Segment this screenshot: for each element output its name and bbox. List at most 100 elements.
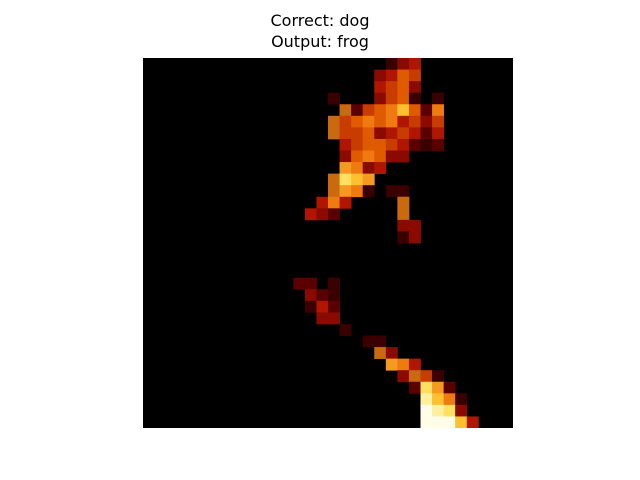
heatmap-cell [385,185,398,198]
heatmap-cell [362,185,375,198]
heatmap-cell [397,219,410,232]
heatmap-cell [351,127,364,140]
heatmap-cell [304,289,317,302]
heatmap-cell [385,58,398,70]
heatmap-cell [420,381,433,394]
heatmap-cell [304,208,317,221]
heatmap-cell [397,92,410,105]
heatmap-cell [374,104,387,117]
heatmap-cell [420,416,433,428]
heatmap-cell [316,196,329,209]
heatmap-cell [397,138,410,151]
heatmap-cell [420,115,433,128]
heatmap-cell [455,393,468,406]
heatmap-cell [432,138,445,151]
heatmap-cell [408,358,421,371]
heatmap-cell [293,277,306,290]
heatmap-cell [408,219,421,232]
heatmap-cell [385,104,398,117]
heatmap-cell [304,300,317,313]
heatmap-cell [432,416,445,428]
heatmap-cell [339,104,352,117]
heatmap-cell [316,312,329,325]
heatmap-cell [466,416,479,428]
heatmap-cell [432,115,445,128]
heatmap-background [143,58,513,428]
heatmap-cell [328,115,340,128]
heatmap-cell [432,393,445,406]
heatmap-cell [362,150,375,163]
heatmap-cell [432,127,445,140]
heatmap-cell [397,81,410,94]
heatmap-cell [339,196,352,209]
heatmap-cell [385,358,398,371]
heatmap-cell [408,69,421,82]
heatmap-cell [420,127,433,140]
heatmap-cell [351,173,364,186]
heatmap-cell [408,58,421,70]
heatmap-cell [420,138,433,151]
heatmap-cell [328,185,340,198]
heatmap-cell [397,104,410,117]
heatmap-cell [397,208,410,221]
heatmap-cell [385,127,398,140]
heatmap-cell [339,162,352,175]
heatmap-cell [397,358,410,371]
heatmap-cell [351,115,364,128]
saliency-heatmap [143,58,513,428]
heatmap-cell [408,370,421,383]
heatmap-cell [374,138,387,151]
heatmap-cell [339,115,352,128]
heatmap-cell [385,92,398,105]
heatmap-cell [385,138,398,151]
heatmap-cell [397,185,410,198]
heatmap-cell [374,150,387,163]
heatmap-cell [328,127,340,140]
heatmap-cell [432,104,445,117]
heatmap-cell [397,58,410,70]
heatmap-cell [328,173,340,186]
heatmap-cell [374,127,387,140]
heatmap-cell [408,138,421,151]
heatmap-cell [420,370,433,383]
heatmap-cell [408,231,421,244]
heatmap-cell [374,69,387,82]
heatmap-cell [328,277,340,290]
heatmap-cell [443,393,456,406]
heatmap-cell [432,404,445,417]
heatmap-cell [328,289,340,302]
heatmap-cell [385,69,398,82]
heatmap-cell [408,381,421,394]
heatmap-cell [362,127,375,140]
heatmap-cell [443,404,456,417]
heatmap-cell [362,138,375,151]
heatmap-cell [339,127,352,140]
heatmap-cell [443,416,456,428]
heatmap-cell [443,381,456,394]
heatmap-cell [339,173,352,186]
heatmap-cell [374,347,387,360]
heatmap-cell [420,404,433,417]
heatmap-cell [432,92,445,105]
heatmap-cell [351,162,364,175]
heatmap-cell [432,381,445,394]
heatmap-cell [362,104,375,117]
heatmap-cell [316,208,329,221]
heatmap-cell [339,323,352,336]
heatmap-cell [455,416,468,428]
heatmap-cell [351,104,364,117]
heatmap-cell [328,312,340,325]
heatmap-cell [339,150,352,163]
heatmap-cell [374,162,387,175]
heatmap-cell [339,185,352,198]
heatmap-cell [351,185,364,198]
title-output-label: Output: frog [271,32,369,51]
figure-title: Correct: dog Output: frog [0,10,640,52]
heatmap-cell [397,231,410,244]
heatmap-cell [316,300,329,313]
heatmap-cell [362,173,375,186]
heatmap-cell [408,81,421,94]
heatmap-cell [328,92,340,105]
heatmap-cell [408,115,421,128]
heatmap-cell [455,404,468,417]
